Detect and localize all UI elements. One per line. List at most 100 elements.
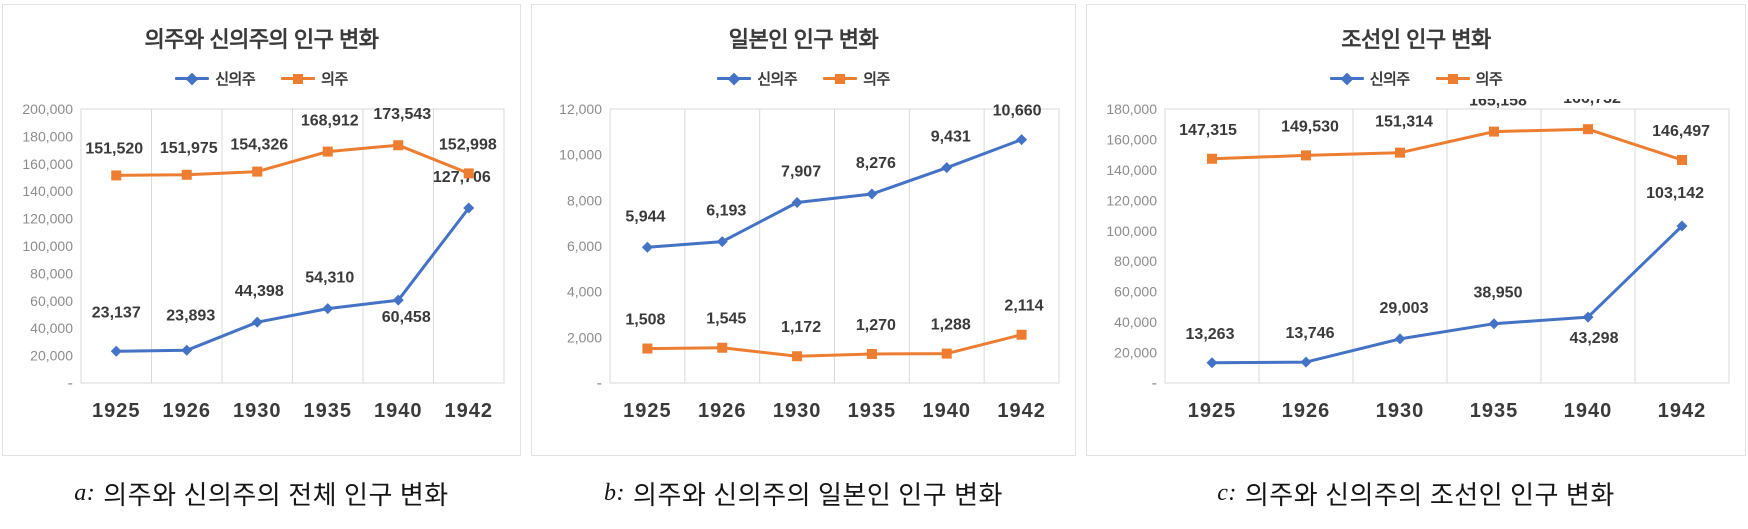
svg-text:1942: 1942 (445, 400, 494, 422)
legend-label-uiju: 의주 (1475, 71, 1503, 88)
svg-text:180,000: 180,000 (22, 128, 73, 144)
svg-text:60,458: 60,458 (382, 309, 431, 326)
svg-text:-: - (1152, 375, 1157, 392)
plot-area-a: - 20,000 40,000 60,000 80,000 100,000 120,000 1… (3, 99, 520, 449)
svg-text:1,545: 1,545 (706, 311, 746, 328)
square-marker-icon (293, 73, 304, 84)
svg-text:1940: 1940 (923, 400, 972, 422)
chart-title-b: 일본인 인구 변화 (728, 27, 879, 52)
svg-text:1942: 1942 (1658, 400, 1707, 422)
svg-text:1,270: 1,270 (856, 317, 896, 334)
diamond-marker-icon (1340, 72, 1354, 85)
svg-text:1,172: 1,172 (781, 319, 821, 336)
svg-text:8,276: 8,276 (856, 155, 896, 172)
svg-text:23,137: 23,137 (92, 304, 141, 321)
plot-area-b: - 2,000 4,000 6,000 8,000 10,000 12,000 1925 192… (532, 99, 1075, 449)
plot-svg-c: - 20,000 40,000 60,000 80,000 100,000 120,000 1… (1106, 99, 1730, 422)
svg-text:20,000: 20,000 (1114, 345, 1157, 361)
legend-label-sinuiju: 신의주 (215, 71, 256, 88)
svg-text:44,398: 44,398 (235, 283, 284, 300)
svg-text:146,497: 146,497 (1652, 123, 1710, 140)
svg-text:54,310: 54,310 (305, 270, 354, 287)
svg-text:1935: 1935 (848, 400, 897, 422)
svg-text:120,000: 120,000 (1106, 192, 1157, 208)
svg-text:1942: 1942 (997, 400, 1045, 422)
svg-text:1926: 1926 (698, 400, 747, 422)
chart-legend-c: 신의주 의주 (1087, 68, 1745, 89)
svg-text:13,263: 13,263 (1186, 326, 1235, 343)
svg-text:6,000: 6,000 (567, 238, 602, 254)
chart-panel-a: 의주와 신의주의 인구 변화 신의주 의주 - 20,000 40,000 60,00… (2, 4, 521, 456)
legend-item-uiju[interactable]: 의주 (1435, 68, 1503, 89)
svg-text:13,746: 13,746 (1286, 325, 1335, 342)
legend-item-sinuiju[interactable]: 신의주 (175, 68, 256, 89)
svg-text:151,314: 151,314 (1375, 114, 1433, 131)
legend-line-blue-icon (717, 72, 752, 85)
figure-caption-c: c: 의주와 신의주의 조선인 인구 변화 (1086, 470, 1746, 516)
svg-text:2,000: 2,000 (567, 329, 602, 345)
svg-text:1925: 1925 (623, 400, 672, 422)
svg-text:140,000: 140,000 (22, 183, 73, 199)
svg-text:10,660: 10,660 (993, 103, 1042, 120)
svg-text:120,000: 120,000 (22, 211, 73, 227)
chart-title-c: 조선인 인구 변화 (1341, 27, 1491, 52)
diamond-marker-icon (727, 72, 741, 85)
svg-text:100,000: 100,000 (1106, 223, 1157, 239)
svg-text:1926: 1926 (1282, 400, 1331, 422)
svg-text:173,543: 173,543 (373, 106, 431, 123)
svg-text:127,706: 127,706 (433, 169, 491, 186)
legend-item-uiju[interactable]: 의주 (823, 68, 890, 89)
legend-line-orange-icon (1435, 73, 1470, 84)
legend-line-blue-icon (1329, 72, 1364, 85)
svg-text:151,520: 151,520 (85, 140, 143, 157)
caption-key-b: b: (604, 479, 626, 506)
svg-text:152,998: 152,998 (439, 136, 497, 153)
legend-line-orange-icon (823, 73, 858, 84)
svg-text:168,912: 168,912 (301, 113, 359, 130)
figure-caption-a: a: 의주와 신의주의 전체 인구 변화 (2, 470, 521, 516)
svg-text:2,114: 2,114 (1004, 298, 1043, 315)
svg-text:1925: 1925 (92, 400, 141, 422)
chart-legend-b: 신의주 의주 (532, 68, 1075, 89)
square-marker-icon (1447, 73, 1458, 84)
svg-text:1935: 1935 (1470, 400, 1519, 422)
svg-text:43,298: 43,298 (1570, 330, 1619, 347)
svg-text:100,000: 100,000 (22, 238, 73, 254)
svg-text:1925: 1925 (1188, 400, 1237, 422)
caption-text-b: 의주와 신의주의 일본인 인구 변화 (633, 480, 1003, 510)
svg-text:20,000: 20,000 (30, 348, 73, 364)
svg-text:140,000: 140,000 (1106, 162, 1157, 178)
legend-item-sinuiju[interactable]: 신의주 (1329, 68, 1410, 89)
svg-text:8,000: 8,000 (567, 192, 602, 208)
chart-panel-c: 조선인 인구 변화 신의주 의주 - 20,000 40,000 60,000 80,0… (1086, 4, 1746, 456)
caption-text-c: 의주와 신의주의 조선인 인구 변화 (1244, 480, 1615, 510)
svg-text:7,907: 7,907 (781, 163, 821, 180)
svg-text:154,326: 154,326 (230, 137, 288, 154)
legend-line-orange-icon (281, 73, 316, 84)
plot-svg-b: - 2,000 4,000 6,000 8,000 10,000 12,000 1925 192… (559, 101, 1060, 422)
svg-text:166,732: 166,732 (1563, 99, 1621, 107)
svg-text:1935: 1935 (304, 400, 353, 422)
legend-item-sinuiju[interactable]: 신의주 (717, 68, 798, 89)
svg-text:9,431: 9,431 (931, 129, 971, 146)
legend-label-uiju: 의주 (321, 71, 348, 88)
svg-text:103,142: 103,142 (1646, 185, 1704, 202)
svg-text:149,530: 149,530 (1281, 118, 1339, 135)
caption-key-c: c: (1217, 479, 1237, 506)
svg-text:40,000: 40,000 (1114, 314, 1157, 330)
svg-text:1940: 1940 (374, 400, 423, 422)
svg-text:165,158: 165,158 (1469, 99, 1527, 110)
chart-title-a: 의주와 신의주의 인구 변화 (144, 27, 379, 52)
legend-label-uiju: 의주 (863, 71, 890, 88)
svg-text:4,000: 4,000 (567, 284, 602, 300)
figure-caption-b: b: 의주와 신의주의 일본인 인구 변화 (531, 470, 1076, 516)
svg-text:147,315: 147,315 (1179, 122, 1237, 139)
svg-text:40,000: 40,000 (30, 320, 73, 336)
svg-text:23,893: 23,893 (166, 307, 215, 324)
svg-text:10,000: 10,000 (559, 147, 602, 163)
legend-item-uiju[interactable]: 의주 (281, 68, 348, 89)
caption-text-a: 의주와 신의주의 전체 인구 변화 (103, 480, 449, 510)
svg-text:1930: 1930 (1376, 400, 1425, 422)
svg-text:-: - (68, 375, 73, 392)
svg-text:180,000: 180,000 (1106, 101, 1157, 117)
